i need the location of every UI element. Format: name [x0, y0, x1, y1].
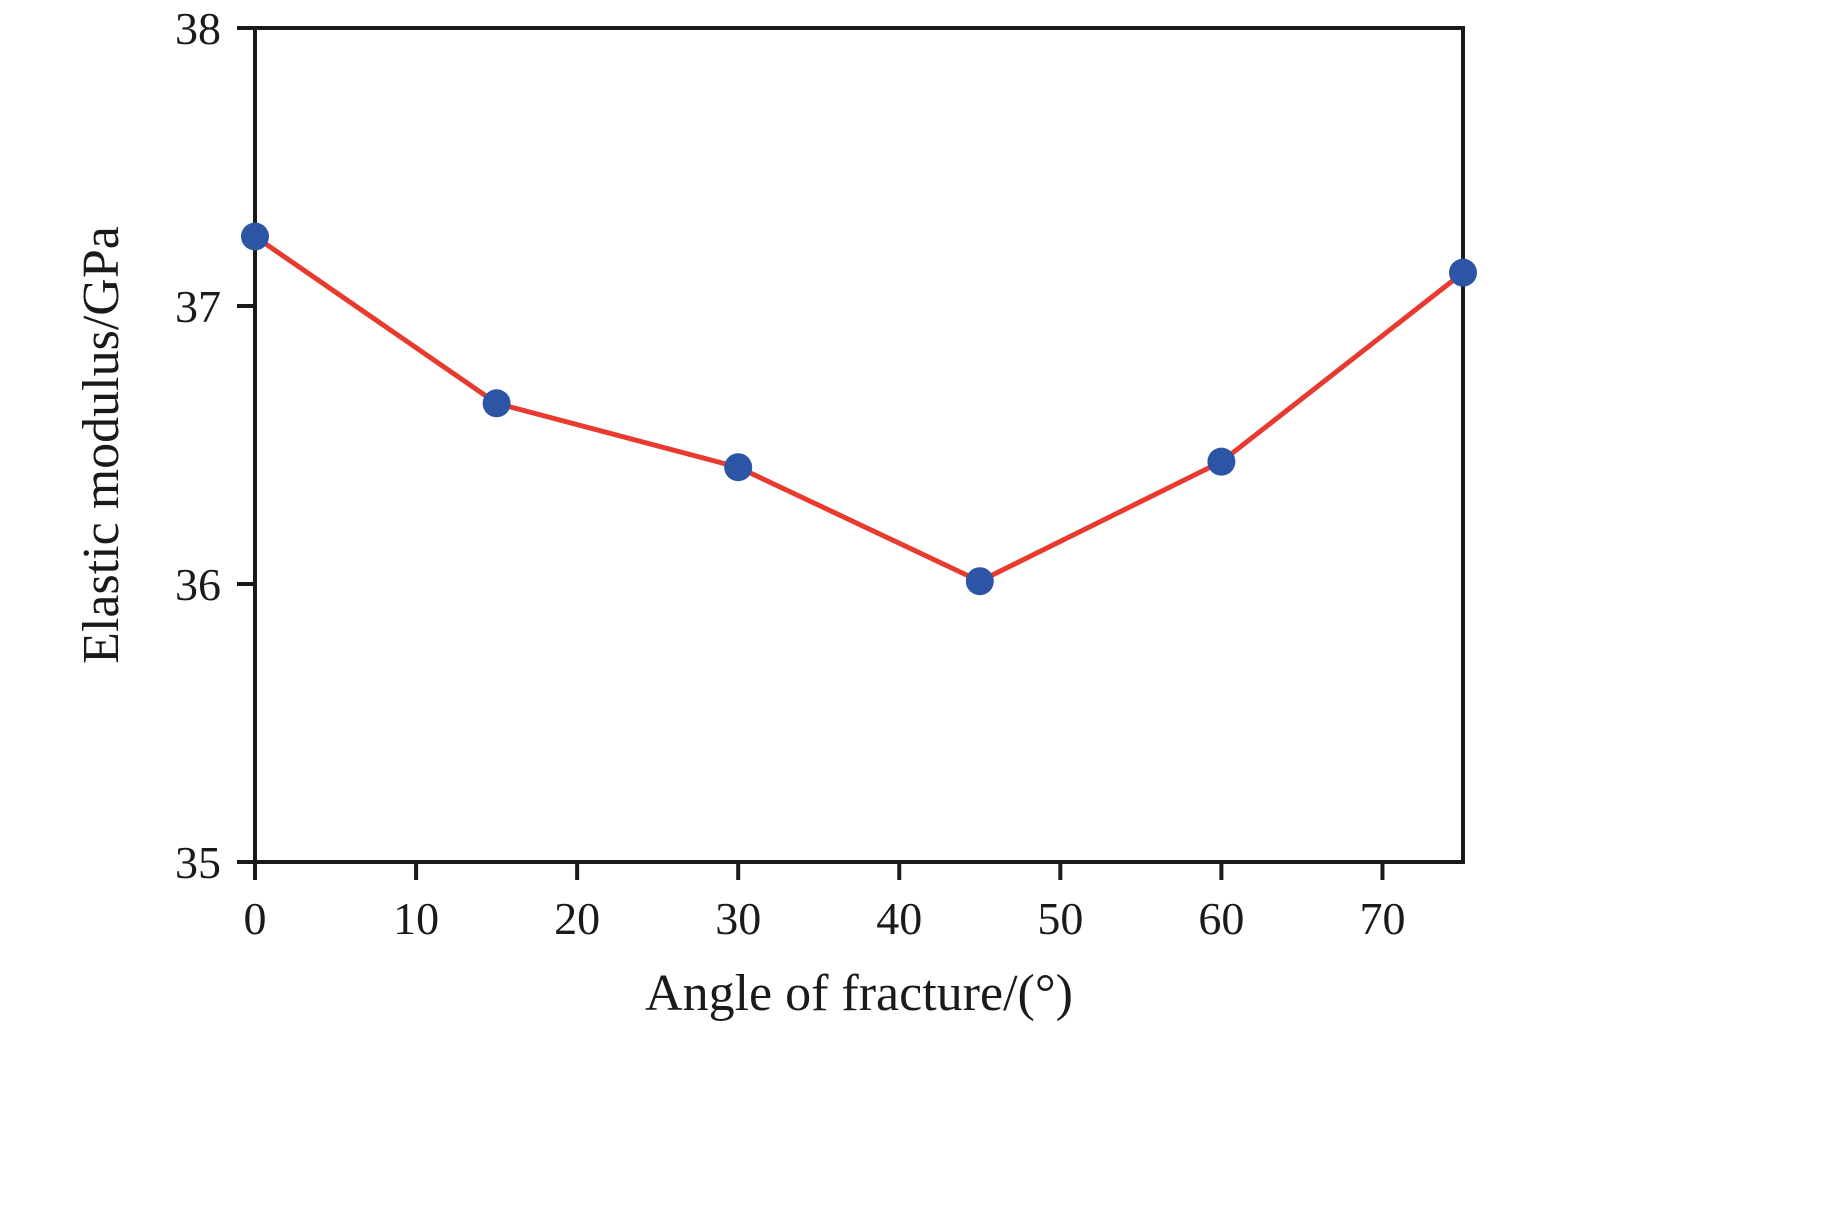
data-line	[253, 234, 1465, 584]
data-point-marker	[241, 222, 269, 251]
x-axis-label: Angle of fracture/(°)	[645, 965, 1073, 1022]
plot-area	[253, 26, 1465, 864]
x-tick-label: 30	[715, 893, 761, 944]
y-axis-ticks	[237, 26, 255, 864]
data-markers	[241, 222, 1477, 596]
y-tick-label: 36	[175, 559, 221, 610]
y-axis-label: Elastic modulus/GPa	[73, 226, 130, 664]
y-axis-tick-labels: 35 36 37 38	[175, 3, 221, 888]
x-tick-label: 70	[1359, 893, 1405, 944]
x-tick-label: 20	[554, 893, 600, 944]
x-tick-label: 50	[1037, 893, 1083, 944]
y-tick-label: 38	[175, 3, 221, 54]
series-polyline	[253, 234, 1465, 584]
data-point-marker	[965, 567, 994, 596]
y-tick-label: 37	[175, 281, 221, 332]
x-tick-label: 10	[393, 893, 439, 944]
data-point-marker	[1207, 447, 1236, 476]
data-point-marker	[724, 453, 753, 482]
data-point-marker	[482, 389, 511, 418]
x-tick-label: 0	[244, 893, 267, 944]
x-tick-label: 40	[876, 893, 922, 944]
x-axis-ticks	[253, 862, 1385, 880]
data-point-marker	[1449, 258, 1477, 287]
y-tick-label: 35	[175, 837, 221, 888]
x-tick-label: 60	[1198, 893, 1244, 944]
x-axis-tick-labels: 0 10 20 30 40 50 60 70	[244, 893, 1406, 944]
